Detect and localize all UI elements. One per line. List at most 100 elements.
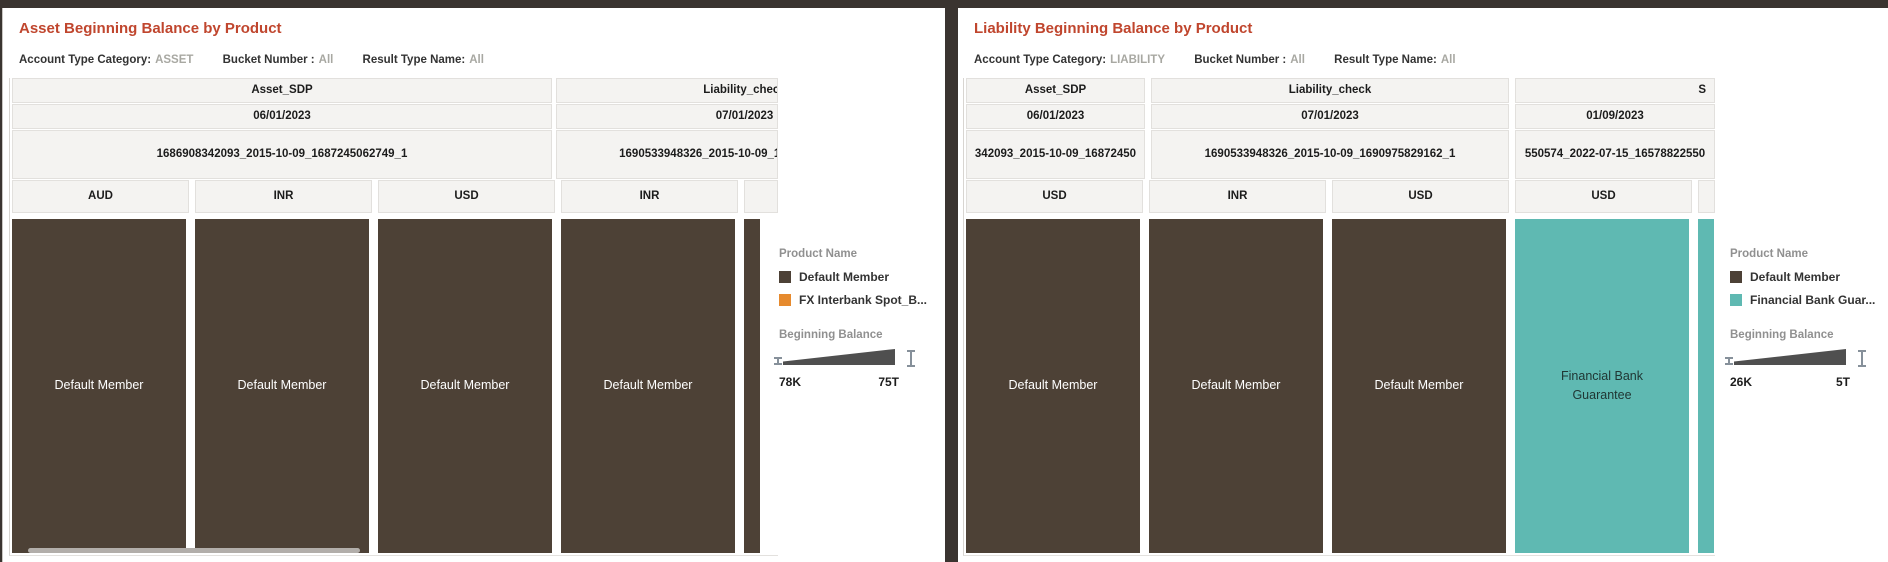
slider-min-handle-icon[interactable] xyxy=(1725,357,1733,365)
legend-balance-title: Beginning Balance xyxy=(1730,329,1834,341)
filter-value: ASSET xyxy=(155,54,194,66)
currency-header[interactable] xyxy=(744,180,778,213)
legend-item[interactable]: Default Member xyxy=(779,270,929,284)
treemap-block[interactable]: Default Member xyxy=(378,219,552,553)
currency-header[interactable]: USD xyxy=(1515,180,1692,213)
legend-item-label: FX Interbank Spot_B... xyxy=(799,293,928,307)
legend-swatch-icon xyxy=(779,294,791,306)
page-title: Asset Beginning Balance by Product xyxy=(19,20,282,37)
treemap-block[interactable]: Default Member xyxy=(561,219,735,553)
filter-value: All xyxy=(469,54,484,66)
date-header[interactable]: 06/01/2023 xyxy=(12,104,552,129)
treemap-block[interactable]: Financial Bank Guarantee xyxy=(1515,219,1689,553)
filter-bar: Account Type Category: ASSET Bucket Numbe… xyxy=(19,54,510,66)
currency-header[interactable]: INR xyxy=(1149,180,1326,213)
date-header[interactable]: 07/01/2023 xyxy=(1151,104,1509,129)
filter-label: Result Type Name: xyxy=(362,54,466,66)
filter-result-type: Result Type Name: All xyxy=(363,54,484,66)
treemap-block[interactable] xyxy=(744,219,760,553)
legend-product-title: Product Name xyxy=(779,248,857,260)
treemap-block-label: Default Member xyxy=(1008,378,1098,393)
balance-range-slider[interactable] xyxy=(774,349,915,367)
legend-balance-title: Beginning Balance xyxy=(779,329,883,341)
filter-bucket-number: Bucket Number : All xyxy=(223,54,334,66)
balance-range-slider[interactable] xyxy=(1725,349,1866,367)
currency-header[interactable] xyxy=(1698,180,1715,213)
filter-value: All xyxy=(1290,54,1305,66)
legend-item-label: Default Member xyxy=(799,270,890,284)
treemap-block-label: Default Member xyxy=(1374,378,1464,393)
filter-result-type: Result Type Name: All xyxy=(1334,54,1455,66)
column-group-header[interactable]: Asset_SDP xyxy=(966,78,1145,103)
slider-max-handle-icon[interactable] xyxy=(1858,350,1866,367)
asset-panel: Asset Beginning Balance by Product Accou… xyxy=(2,8,945,562)
legend-item[interactable]: FX Interbank Spot_B... xyxy=(779,293,929,307)
currency-header[interactable]: USD xyxy=(378,180,555,213)
column-group-header[interactable]: Liability_check xyxy=(556,78,778,103)
date-header[interactable]: 06/01/2023 xyxy=(966,104,1145,129)
balance-max-label: 5T xyxy=(1835,375,1850,389)
column-group-header[interactable]: Asset_SDP xyxy=(12,78,552,103)
liability-panel: Liability Beginning Balance by Product A… xyxy=(958,8,1888,562)
legend-item[interactable]: Financial Bank Guar... xyxy=(1730,293,1880,307)
treemap-block-label: Financial Bank Guarantee xyxy=(1561,368,1643,402)
date-header[interactable]: 01/09/2023 xyxy=(1515,104,1715,129)
legend-item[interactable]: Default Member xyxy=(1730,270,1880,284)
filter-label: Account Type Category: xyxy=(19,54,152,66)
slider-min-handle-icon[interactable] xyxy=(774,357,782,365)
legend: Product Name Default Member FX Interbank… xyxy=(774,248,929,389)
horizontal-scrollbar[interactable] xyxy=(28,548,360,553)
currency-header[interactable]: USD xyxy=(966,180,1143,213)
run-id-header[interactable]: 1686908342093_2015-10-09_1687245062749_1 xyxy=(12,130,552,179)
treemap-block[interactable]: Default Member xyxy=(195,219,369,553)
filter-value: LIABILITY xyxy=(1110,54,1166,66)
pivot-chart: Asset_SDP Liability_check 06/01/2023 07/… xyxy=(9,78,778,556)
legend-item-label: Default Member xyxy=(1750,270,1841,284)
run-id-header[interactable]: 550574_2022-07-15_16578822550 xyxy=(1515,130,1715,179)
filter-account-type: Account Type Category: ASSET xyxy=(19,54,193,66)
filter-value: All xyxy=(318,54,334,66)
run-id-header[interactable]: 1690533948326_2015-10-09_1690975829162_1 xyxy=(556,130,778,179)
filter-label: Bucket Number : xyxy=(222,54,315,66)
balance-wedge-icon xyxy=(1734,349,1846,365)
currency-header[interactable]: INR xyxy=(195,180,372,213)
run-id-header[interactable]: 1690533948326_2015-10-09_1690975829162_1 xyxy=(1151,130,1509,179)
filter-value: All xyxy=(1440,54,1456,66)
run-id-header[interactable]: 342093_2015-10-09_16872450 xyxy=(966,130,1145,179)
pivot-chart: Asset_SDP Liability_check S 06/01/2023 0… xyxy=(963,78,1715,556)
legend-product-title: Product Name xyxy=(1730,248,1808,260)
slider-max-handle-icon[interactable] xyxy=(907,350,915,367)
currency-header[interactable]: AUD xyxy=(12,180,189,213)
filter-label: Account Type Category: xyxy=(974,54,1107,66)
legend-swatch-icon xyxy=(1730,294,1742,306)
filter-bar: Account Type Category: LIABILITY Bucket N… xyxy=(974,54,1482,66)
legend-swatch-icon xyxy=(1730,271,1742,283)
legend-item-label: Financial Bank Guar... xyxy=(1750,293,1876,307)
treemap-block-label: Default Member xyxy=(1191,378,1281,393)
treemap-block[interactable]: Default Member xyxy=(12,219,186,553)
balance-max-label: 75T xyxy=(878,375,899,389)
treemap-block[interactable]: Default Member xyxy=(1149,219,1323,553)
treemap-block[interactable]: Default Member xyxy=(1332,219,1506,553)
column-group-header[interactable]: S xyxy=(1515,78,1715,103)
filter-account-type: Account Type Category: LIABILITY xyxy=(974,54,1165,66)
balance-min-label: 78K xyxy=(779,375,802,389)
legend-swatch-icon xyxy=(779,271,791,283)
balance-wedge-icon xyxy=(783,349,895,365)
filter-bucket-number: Bucket Number : All xyxy=(1194,54,1305,66)
treemap-block-label: Default Member xyxy=(237,378,327,393)
balance-min-label: 26K xyxy=(1730,375,1753,389)
filter-label: Bucket Number : xyxy=(1194,54,1287,66)
currency-header[interactable]: USD xyxy=(1332,180,1509,213)
filter-label: Result Type Name: xyxy=(1334,54,1437,66)
treemap-block[interactable]: Default Member xyxy=(966,219,1140,553)
treemap-block-label: Default Member xyxy=(54,378,144,393)
column-group-header[interactable]: Liability_check xyxy=(1151,78,1509,103)
currency-header[interactable]: INR xyxy=(561,180,738,213)
legend: Product Name Default Member Financial Ba… xyxy=(1725,248,1880,389)
treemap-block-label: Default Member xyxy=(420,378,510,393)
treemap-block[interactable] xyxy=(1698,219,1714,553)
page-title: Liability Beginning Balance by Product xyxy=(974,20,1253,37)
treemap-block-label: Default Member xyxy=(603,378,693,393)
date-header[interactable]: 07/01/2023 xyxy=(556,104,778,129)
